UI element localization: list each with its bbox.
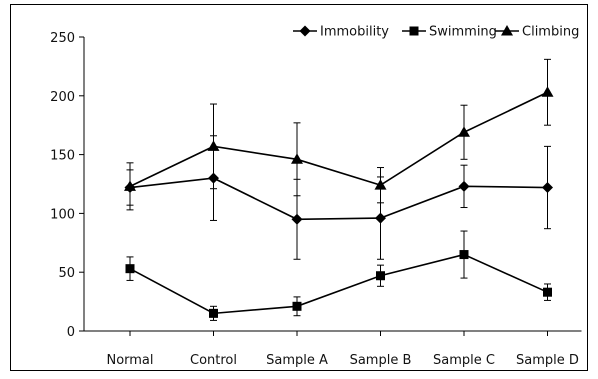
data-point [458,180,470,192]
legend-marker [501,25,513,36]
data-point [124,180,136,191]
data-point [459,250,469,260]
chart-border [10,4,588,371]
data-point [375,212,386,224]
x-tick-label: Sample C [433,353,495,368]
series-line [129,91,548,188]
x-tick-label: Control [190,353,237,368]
data-point [374,179,387,190]
y-tick-label: 50 [58,266,75,281]
data-point [125,264,135,274]
series-line [129,177,548,221]
data-point [291,213,303,225]
x-tick-label: Sample A [266,353,328,368]
legend-item-immobility: Immobility [293,25,389,40]
y-tick-label: 0 [67,325,75,340]
series-layer [124,58,554,321]
data-point [458,126,470,137]
data-point [209,308,218,318]
axes: 0 50 100 150 200 250 Normal Control Sample A Samp… [50,31,582,368]
data-point [376,271,385,281]
legend: Immobility Swimming Climbing [293,25,579,40]
x-tick-label: Normal [106,353,153,368]
legend-label: Climbing [522,25,579,40]
y-tick-label: 100 [50,207,75,222]
data-point [541,86,554,97]
series-climbing [124,58,554,211]
data-point [542,182,553,194]
x-tick-label: Sample D [516,353,579,368]
legend-marker [299,25,311,37]
legend-marker [409,26,419,36]
data-point [207,140,220,151]
series-swimming [125,230,552,321]
series-line [129,253,548,315]
y-tick-label: 200 [50,90,75,105]
y-tick-label: 250 [50,31,75,46]
data-point [291,153,303,164]
data-point [543,287,552,297]
legend-item-climbing: Climbing [495,25,579,40]
y-tick-label: 150 [50,149,75,164]
x-tick-label: Sample B [350,353,412,368]
legend-item-swimming: Swimming [402,25,497,40]
legend-label: Swimming [429,25,497,40]
series-immobility [124,135,553,260]
legend-label: Immobility [320,25,389,40]
data-point [292,301,302,311]
